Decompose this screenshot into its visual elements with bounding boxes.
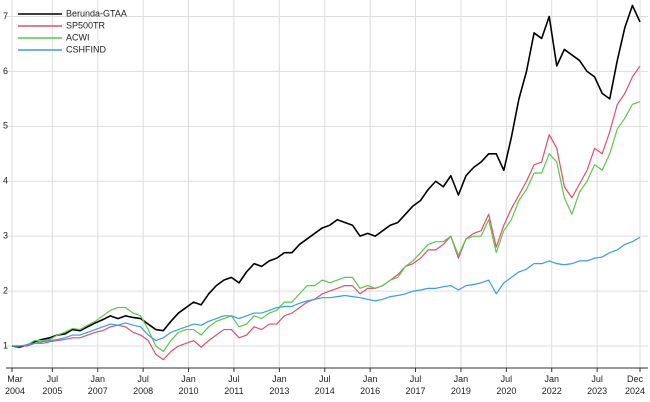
y-tick-label: 1 [3, 340, 8, 350]
x-tick-label: Jan 2022 [541, 374, 562, 396]
y-tick-label: 5 [3, 121, 8, 131]
x-tick-label: Mar 2004 [4, 374, 26, 396]
y-tick-label: 2 [3, 285, 8, 295]
series-line [12, 101, 641, 353]
x-tick-label: Jul 2005 [42, 374, 63, 396]
y-tick-label: 4 [3, 176, 8, 186]
y-tick-label: 3 [3, 231, 8, 241]
series-line [12, 65, 641, 361]
x-tick-label: Jul 2017 [405, 374, 426, 396]
legend-label: CSHFIND [66, 44, 106, 54]
legend-label: SP500TR [66, 20, 106, 30]
x-tick-label: Jul 2008 [133, 374, 154, 396]
x-tick-label: Jul 2014 [314, 374, 335, 396]
legend-label: Berunda-GTAA [66, 8, 127, 18]
x-tick-label: Jan 2013 [269, 374, 290, 396]
x-tick-label: Jan 2016 [360, 374, 381, 396]
x-tick-label: Jul 2011 [224, 374, 244, 396]
x-tick-label: Jan 2007 [87, 374, 108, 396]
y-tick-label: 7 [3, 11, 8, 21]
x-tick-label: Jul 2023 [587, 374, 608, 396]
legend-label: ACWI [66, 32, 90, 42]
series-line [11, 4, 641, 348]
y-tick-label: 6 [3, 66, 8, 76]
x-tick-label: Dec 2024 [624, 374, 646, 396]
x-tick-label: Jan 2019 [450, 374, 471, 396]
series-line [12, 236, 641, 347]
x-tick-label: Jul 2020 [496, 374, 517, 396]
x-tick-label: Jan 2010 [178, 374, 199, 396]
